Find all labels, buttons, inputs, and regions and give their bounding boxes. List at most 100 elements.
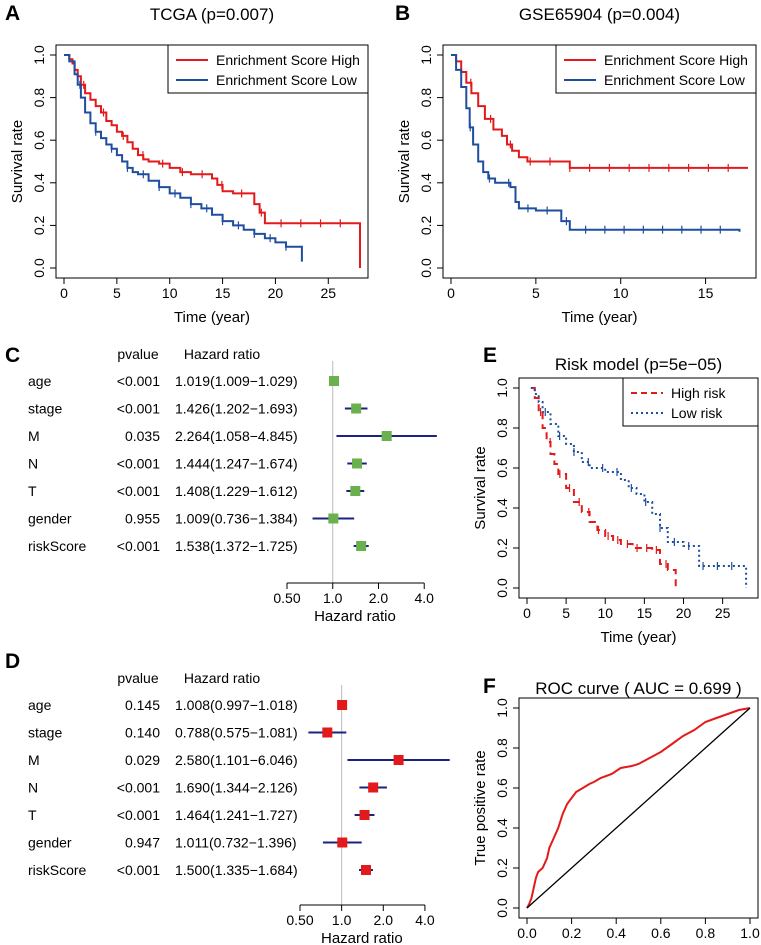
series-line-0 — [64, 54, 361, 268]
hr-marker — [359, 810, 370, 820]
y-tick-label: 0.4 — [494, 498, 510, 518]
column-header-hr: Hazard ratio — [184, 346, 260, 362]
series-line-0 — [530, 387, 677, 588]
legend-box — [622, 377, 759, 427]
x-tick-label: 0.6 — [651, 925, 671, 941]
panel-label: D — [5, 650, 20, 673]
series-line-1 — [451, 54, 741, 232]
legend-label-1: Enrichment Score Low — [216, 72, 358, 88]
chart-title: ROC curve ( AUC = 0.699 ) — [535, 679, 741, 698]
row-pvalue: <0.001 — [117, 483, 160, 499]
hr-marker — [351, 403, 362, 414]
x-tick-label: 0.50 — [286, 912, 313, 928]
legend-label-0: Enrichment Score High — [604, 52, 748, 68]
y-tick-label: 0.0 — [494, 578, 510, 598]
row-label: T — [28, 483, 37, 499]
y-tick-label: 0.6 — [494, 458, 510, 478]
x-tick-label: 2.0 — [369, 590, 389, 606]
y-tick-label: 0.6 — [418, 130, 434, 150]
hr-marker — [393, 755, 404, 765]
y-tick-label: 1.0 — [494, 378, 510, 398]
x-tick-label: 4.0 — [415, 912, 435, 928]
y-tick-label: 0.6 — [494, 778, 510, 798]
row-label: stage — [28, 401, 62, 417]
series-line-1 — [526, 707, 751, 909]
hr-marker — [351, 458, 362, 469]
hr-marker — [328, 513, 339, 524]
series-line-0 — [451, 54, 748, 169]
y-tick-label: 0.2 — [418, 215, 434, 235]
hr-marker — [337, 700, 348, 710]
legend-label-0: Enrichment Score High — [216, 52, 360, 68]
y-tick-label: 0.0 — [31, 258, 47, 278]
x-tick-label: 5 — [532, 285, 540, 301]
row-label: riskScore — [28, 538, 87, 554]
row-hr-text: 2.264(1.058−4.845) — [175, 428, 298, 444]
row-label: gender — [28, 835, 72, 851]
panel-b: B GSE65904 (p=0.004) 0 5 10 15 0.0 0.2 0.4 0.6 0.8… — [395, 2, 757, 326]
x-tick-label: 10 — [597, 605, 613, 621]
y-tick-label: 1.0 — [494, 698, 510, 718]
x-tick-label: 25 — [320, 285, 336, 301]
series-line-1 — [530, 387, 748, 588]
row-pvalue: <0.001 — [117, 456, 160, 472]
y-tick-label: 0.8 — [418, 88, 434, 108]
y-tick-label: 0.8 — [31, 88, 47, 108]
column-header-pvalue: pvalue — [117, 670, 158, 686]
y-tick-label: 0.4 — [418, 173, 434, 193]
y-tick-label: 1.0 — [418, 45, 434, 65]
x-tick-label: 10 — [162, 285, 178, 301]
hr-marker — [361, 865, 371, 875]
hr-marker — [368, 782, 379, 793]
y-tick-label: 0.0 — [494, 898, 510, 918]
x-tick-label: 0 — [523, 605, 531, 621]
x-tick-label: 2.0 — [374, 912, 394, 928]
hr-marker — [350, 486, 361, 496]
x-tick-label: 15 — [215, 285, 231, 301]
x-axis-label: Time (year) — [600, 629, 676, 646]
x-axis-label: Hazard ratio — [321, 930, 403, 945]
panel-label: A — [5, 2, 20, 25]
y-tick-label: 0.6 — [31, 130, 47, 150]
x-tick-label: 25 — [715, 605, 731, 621]
hr-marker — [322, 727, 333, 738]
chart-title: Risk model (p=5e−05) — [555, 355, 722, 374]
legend-box — [167, 44, 369, 94]
row-hr-text: 1.426(1.202−1.693) — [175, 401, 298, 417]
y-tick-label: 0.8 — [494, 418, 510, 438]
row-hr-text: 1.019(1.009−1.029) — [175, 373, 298, 389]
x-axis-label: Hazard ratio — [314, 608, 396, 625]
x-tick-label: 0.50 — [273, 590, 300, 606]
row-pvalue: 0.955 — [125, 511, 160, 527]
x-tick-label: 4.0 — [414, 590, 434, 606]
x-tick-label: 20 — [268, 285, 284, 301]
row-hr-text: 1.464(1.241−1.727) — [175, 807, 298, 823]
y-tick-label: 0.2 — [494, 858, 510, 878]
legend-label-1: Low risk — [671, 405, 723, 421]
row-hr-text: 1.538(1.372−1.725) — [175, 538, 298, 554]
panel-e: E Risk model (p=5e−05) 0 5 10 15 20 25 0.0 0.2 0.4… — [472, 344, 759, 646]
x-tick-label: 0.2 — [562, 925, 582, 941]
y-tick-label: 0.8 — [494, 738, 510, 758]
y-axis-label: Survival rate — [472, 446, 489, 529]
x-axis-label: Time (year) — [561, 309, 637, 326]
panel-label: B — [395, 2, 410, 25]
row-label: age — [28, 373, 52, 389]
x-tick-label: 0.4 — [606, 925, 626, 941]
row-label: age — [28, 697, 52, 713]
x-tick-label: 1.0 — [740, 925, 760, 941]
x-tick-label: 10 — [613, 285, 629, 301]
panel-label: C — [5, 344, 20, 367]
series-line-1 — [64, 54, 303, 262]
x-tick-label: 1.0 — [332, 912, 352, 928]
row-hr-text: 1.500(1.335−1.684) — [175, 862, 298, 878]
y-tick-label: 0.2 — [494, 538, 510, 558]
row-pvalue: <0.001 — [117, 862, 160, 878]
hr-marker — [356, 541, 367, 551]
y-tick-label: 0.4 — [494, 818, 510, 838]
x-tick-label: 0 — [447, 285, 455, 301]
x-tick-label: 1.0 — [323, 590, 343, 606]
chart-title: GSE65904 (p=0.004) — [519, 5, 680, 24]
